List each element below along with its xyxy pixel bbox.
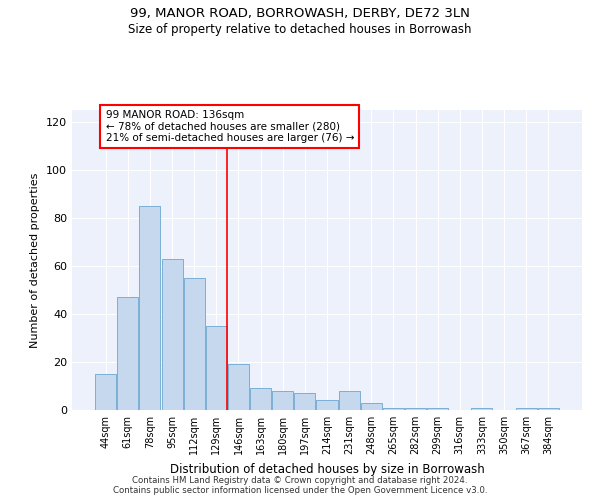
Bar [184, 278, 205, 410]
Bar [515, 408, 536, 410]
Bar [161, 259, 182, 410]
Bar [405, 408, 426, 410]
Bar [139, 206, 160, 410]
Bar [228, 364, 249, 410]
Bar [295, 393, 316, 410]
Bar [250, 388, 271, 410]
Bar [206, 326, 227, 410]
Bar [95, 374, 116, 410]
Text: 99 MANOR ROAD: 136sqm
← 78% of detached houses are smaller (280)
21% of semi-det: 99 MANOR ROAD: 136sqm ← 78% of detached … [106, 110, 354, 143]
Bar [538, 408, 559, 410]
Text: 99, MANOR ROAD, BORROWASH, DERBY, DE72 3LN: 99, MANOR ROAD, BORROWASH, DERBY, DE72 3… [130, 8, 470, 20]
X-axis label: Distribution of detached houses by size in Borrowash: Distribution of detached houses by size … [170, 462, 484, 475]
Bar [472, 408, 493, 410]
Bar [118, 297, 139, 410]
Bar [316, 400, 338, 410]
Y-axis label: Number of detached properties: Number of detached properties [31, 172, 40, 348]
Text: Size of property relative to detached houses in Borrowash: Size of property relative to detached ho… [128, 22, 472, 36]
Text: Contains HM Land Registry data © Crown copyright and database right 2024.
Contai: Contains HM Land Registry data © Crown c… [113, 476, 487, 495]
Bar [272, 391, 293, 410]
Bar [383, 408, 404, 410]
Bar [427, 408, 448, 410]
Bar [361, 403, 382, 410]
Bar [338, 391, 359, 410]
